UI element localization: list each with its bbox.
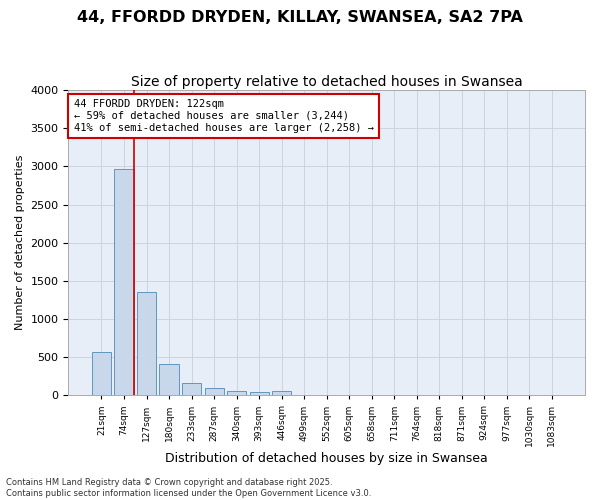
Text: Contains HM Land Registry data © Crown copyright and database right 2025.
Contai: Contains HM Land Registry data © Crown c…	[6, 478, 371, 498]
Text: 44 FFORDD DRYDEN: 122sqm
← 59% of detached houses are smaller (3,244)
41% of sem: 44 FFORDD DRYDEN: 122sqm ← 59% of detach…	[74, 100, 374, 132]
Bar	[160, 364, 179, 396]
Bar	[137, 292, 156, 396]
Bar	[250, 392, 269, 396]
Bar	[205, 388, 224, 396]
Bar	[272, 391, 291, 396]
Bar	[92, 352, 111, 396]
Y-axis label: Number of detached properties: Number of detached properties	[15, 155, 25, 330]
Bar	[115, 168, 134, 396]
Title: Size of property relative to detached houses in Swansea: Size of property relative to detached ho…	[131, 75, 523, 89]
Bar	[182, 382, 201, 396]
Bar	[227, 391, 246, 396]
Text: 44, FFORDD DRYDEN, KILLAY, SWANSEA, SA2 7PA: 44, FFORDD DRYDEN, KILLAY, SWANSEA, SA2 …	[77, 10, 523, 25]
X-axis label: Distribution of detached houses by size in Swansea: Distribution of detached houses by size …	[166, 452, 488, 465]
